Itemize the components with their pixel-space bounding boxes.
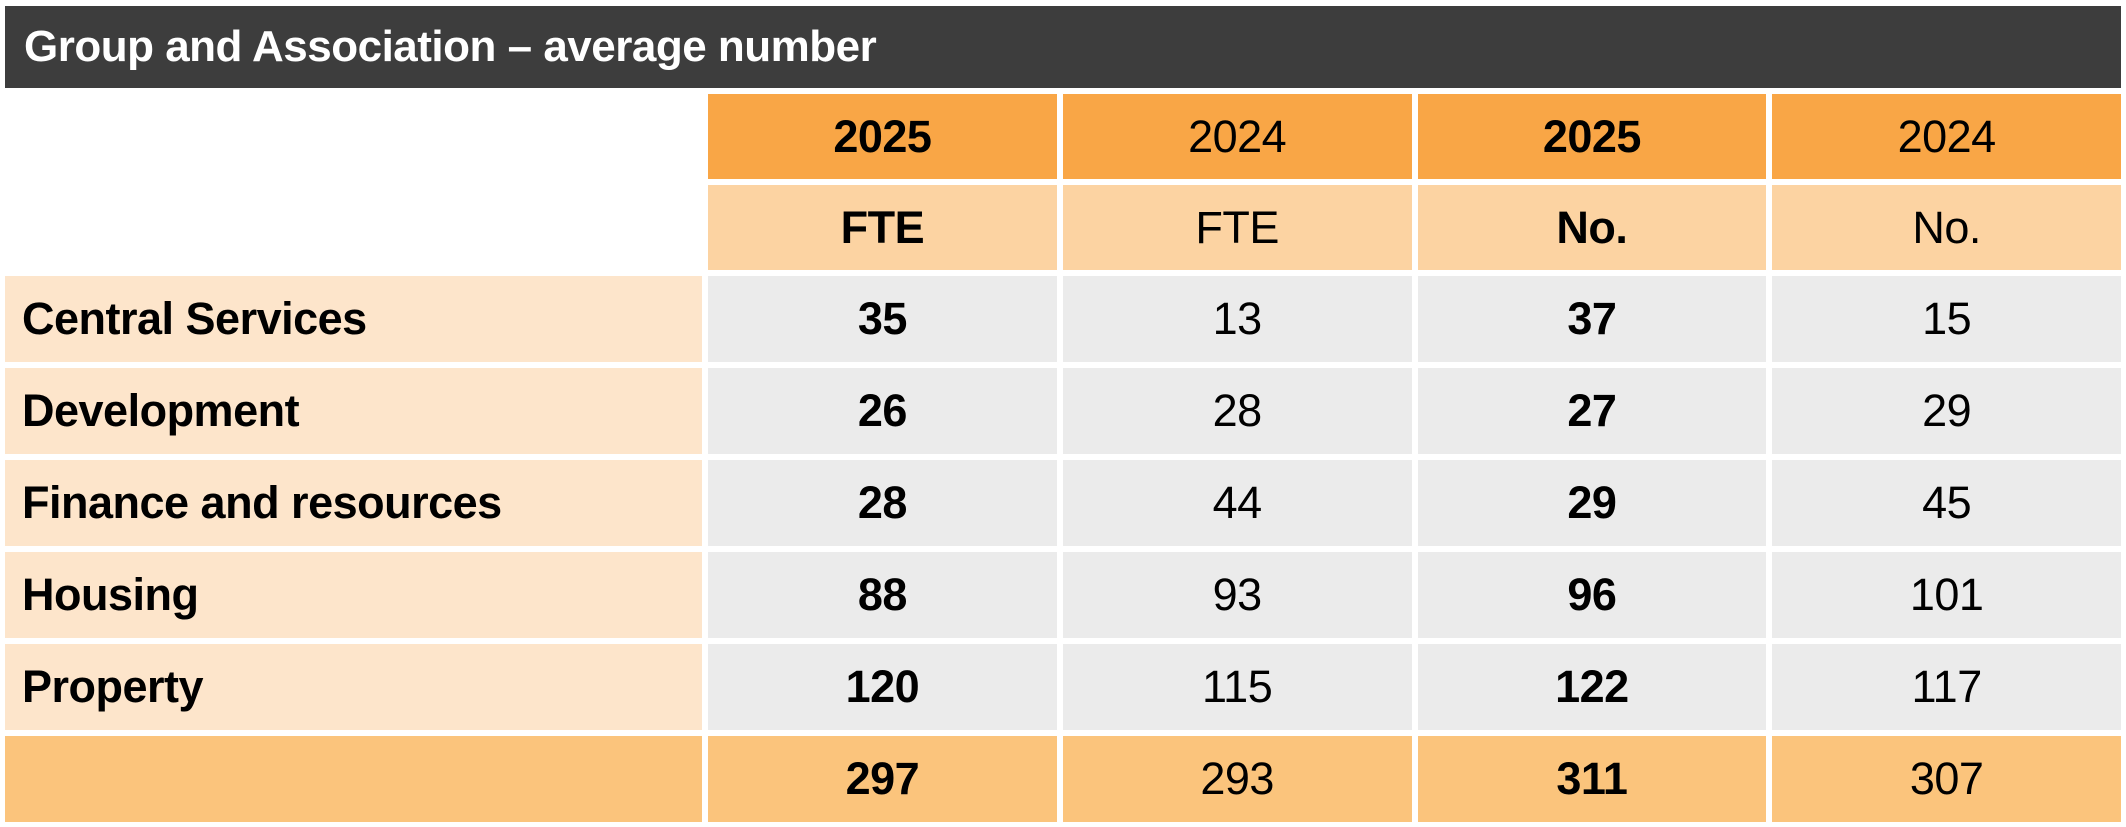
col-header-year-2024-no: 2024 [1772, 94, 2121, 179]
cell-value: 93 [1062, 552, 1412, 638]
col-header-unit-fte-2024: FTE [1062, 185, 1412, 270]
total-cell: 293 [1062, 736, 1412, 822]
cell-value: 88 [708, 552, 1057, 638]
col-header-year-2025-no: 2025 [1417, 94, 1767, 179]
total-cell: 311 [1417, 736, 1767, 822]
average-staff-numbers-table: 2025 2024 2025 2024 FTE FTE No. No. Cent… [5, 94, 2121, 822]
cell-value: 26 [708, 368, 1057, 454]
cell-value: 45 [1772, 460, 2121, 546]
row-label-housing: Housing [5, 552, 702, 638]
cell-value: 27 [1417, 368, 1767, 454]
col-header-unit-no-2025: No. [1417, 185, 1767, 270]
cell-value: 44 [1062, 460, 1412, 546]
cell-value: 29 [1417, 460, 1767, 546]
cell-value: 13 [1062, 276, 1412, 362]
col-header-year-2024-fte: 2024 [1062, 94, 1412, 179]
total-row-label-cell [5, 736, 702, 822]
header-corner-spacer [5, 94, 702, 270]
cell-value: 28 [1062, 368, 1412, 454]
row-label-central-services: Central Services [5, 276, 702, 362]
table-title-bar: Group and Association – average number [5, 6, 2121, 88]
row-label-finance-and-resources: Finance and resources [5, 460, 702, 546]
table-title: Group and Association – average number [24, 22, 877, 71]
total-cell: 307 [1772, 736, 2121, 822]
cell-value: 35 [708, 276, 1057, 362]
cell-value: 37 [1417, 276, 1767, 362]
col-header-unit-fte-2025: FTE [708, 185, 1057, 270]
cell-value: 29 [1772, 368, 2121, 454]
cell-value: 15 [1772, 276, 2121, 362]
total-cell: 297 [708, 736, 1057, 822]
cell-value: 122 [1417, 644, 1767, 730]
cell-value: 96 [1417, 552, 1767, 638]
cell-value: 28 [708, 460, 1057, 546]
col-header-year-2025-fte: 2025 [708, 94, 1057, 179]
row-label-development: Development [5, 368, 702, 454]
row-label-property: Property [5, 644, 702, 730]
cell-value: 115 [1062, 644, 1412, 730]
cell-value: 120 [708, 644, 1057, 730]
cell-value: 117 [1772, 644, 2121, 730]
cell-value: 101 [1772, 552, 2121, 638]
col-header-unit-no-2024: No. [1772, 185, 2121, 270]
